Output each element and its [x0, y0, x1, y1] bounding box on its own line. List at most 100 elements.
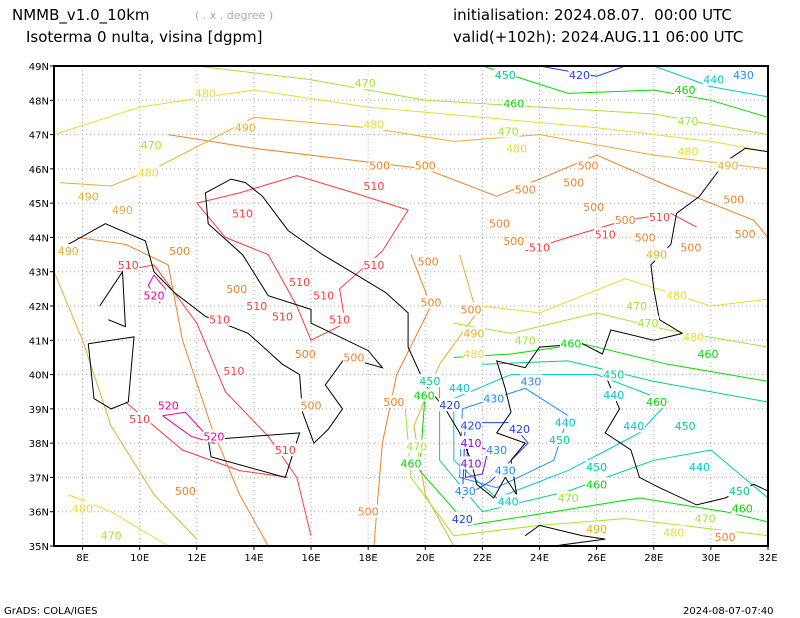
contour-label-bg: [382, 395, 405, 408]
contour-label-bg: [645, 395, 668, 408]
contour-label: 420: [569, 69, 590, 82]
contour-label: 490: [586, 523, 607, 536]
contour-label: 430: [733, 69, 754, 82]
contour-label-bg: [288, 275, 311, 288]
contour-label: 480: [363, 118, 384, 131]
contour-label: 510: [209, 314, 230, 327]
contour-label-bg: [637, 316, 660, 330]
contour-430: [459, 387, 569, 489]
lon-tick-label: 8E: [76, 553, 89, 564]
contour-label: 510: [246, 300, 267, 313]
contour-label: 490: [78, 190, 99, 203]
contour-460: [419, 391, 769, 526]
lon-tick-label: 20E: [416, 553, 435, 564]
contour-label: 500: [295, 348, 316, 361]
contour-480: [68, 494, 169, 547]
lat-tick-label: 40N: [29, 371, 49, 382]
contour-label-bg: [328, 312, 351, 326]
contour-label: 480: [138, 167, 159, 180]
contour-label: 480: [195, 87, 216, 100]
contour-label: 490: [235, 122, 256, 135]
contour-label-bg: [679, 240, 702, 254]
contour-label: 500: [418, 255, 439, 268]
contour-label: 510: [595, 228, 616, 241]
contour-label-bg: [174, 484, 197, 498]
contour-label-bg: [682, 329, 705, 343]
contour-label: 500: [615, 214, 636, 227]
lon-tick-label: 12E: [187, 553, 206, 564]
contour-label: 460: [586, 478, 607, 491]
contour-label-bg: [168, 244, 191, 258]
contour-label-bg: [77, 189, 100, 203]
contour-label-bg: [732, 68, 755, 81]
contour-label-bg: [459, 435, 482, 449]
contour-label: 510: [313, 290, 334, 303]
contour-label-bg: [514, 333, 537, 347]
contour-label-bg: [722, 192, 745, 206]
contour-label: 500: [226, 283, 247, 296]
contour-label: 490: [112, 204, 133, 217]
contour-label: 510: [329, 314, 350, 327]
contour-label: 480: [463, 348, 484, 361]
contour-label: 510: [289, 276, 310, 289]
contour-label: 450: [419, 375, 440, 388]
contour-label-bg: [405, 439, 428, 453]
contour-label: 500: [715, 531, 736, 544]
contour-label: 470: [498, 125, 519, 138]
lat-tick-label: 36N: [29, 508, 49, 519]
contour-label-bg: [462, 347, 485, 360]
contour-label-bg: [497, 494, 520, 508]
lat-tick-label: 48N: [29, 96, 49, 107]
contour-label: 470: [406, 441, 427, 454]
contour-510: [125, 401, 289, 478]
contour-label-bg: [362, 179, 385, 192]
contour-label-bg: [717, 158, 740, 172]
contour-label: 500: [563, 177, 584, 190]
contour-label-bg: [714, 530, 737, 543]
contour-label: 500: [578, 159, 599, 172]
contour-label: 450: [603, 369, 624, 382]
contour-label-bg: [414, 158, 437, 172]
contour-label-bg: [582, 199, 605, 213]
contour-label-bg: [312, 288, 335, 302]
contour-label: 430: [455, 485, 476, 498]
contour-label: 520: [203, 430, 224, 443]
contour-label: 490: [58, 245, 79, 258]
contour-label: 500: [583, 201, 604, 214]
contour-label: 420: [460, 420, 481, 433]
contour-label-bg: [674, 83, 697, 96]
field-title: Isoterma 0 nulta, visina [dgpm]: [26, 28, 263, 46]
lon-tick-label: 28E: [644, 553, 663, 564]
contour-label-bg: [194, 86, 217, 100]
contour-label-bg: [362, 117, 385, 131]
contour-label: 500: [301, 399, 322, 412]
contour-label: 500: [460, 303, 481, 316]
init-time: initialisation: 2024.08.07. 00:00 UTC: [453, 6, 732, 24]
contour-510: [196, 175, 409, 341]
lat-tick-label: 42N: [29, 302, 49, 313]
contour-label: 510: [129, 413, 150, 426]
contour-label-bg: [734, 227, 757, 240]
contour-490: [53, 271, 198, 540]
contour-label-bg: [602, 388, 625, 402]
contour-label-bg: [208, 312, 231, 326]
contour-label-bg: [202, 429, 225, 443]
contour-label: 460: [503, 98, 524, 111]
lon-tick-label: 22E: [473, 553, 492, 564]
contour-490: [59, 116, 769, 187]
contour-label: 470: [638, 317, 659, 330]
contour-label: 480: [72, 502, 93, 515]
contour-label: 460: [732, 502, 753, 515]
contour-label: 510: [363, 259, 384, 272]
contour-label: 480: [506, 143, 527, 156]
lon-tick-label: 32E: [758, 553, 777, 564]
contour-label-bg: [648, 209, 671, 223]
contour-label-bg: [702, 72, 725, 86]
contour-label: 450: [729, 485, 750, 498]
lon-tick-label: 26E: [587, 553, 606, 564]
contour-label-bg: [438, 398, 461, 412]
contour-label-bg: [557, 491, 580, 504]
lon-tick-label: 14E: [244, 553, 263, 564]
contour-label: 490: [718, 159, 739, 172]
